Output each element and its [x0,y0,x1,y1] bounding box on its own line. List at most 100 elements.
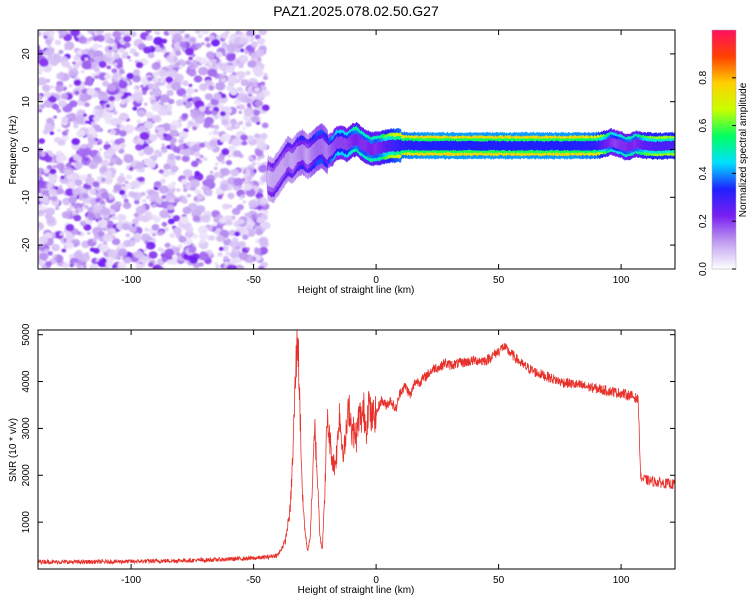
noise-blob [161,221,168,227]
noise-blob [231,71,237,76]
noise-blob [47,251,53,256]
noise-blob [101,207,110,216]
noise-blob [93,66,100,73]
noise-blob [52,254,57,258]
noise-blob [239,196,243,201]
noise-blob [73,262,79,267]
noise-blob [167,153,176,161]
noise-blob [257,37,266,45]
noise-blob [84,117,89,122]
noise-blob [98,243,109,253]
noise-blob [118,189,126,195]
noise-blob [117,175,126,183]
noise-blob [128,58,133,62]
colorbar-ticks: 0.0 0.2 0.4 0.6 0.8 [698,70,736,276]
noise-blob [78,148,89,158]
noise-blob [255,228,264,236]
noise-blob [140,191,146,197]
noise-blob [50,85,55,89]
noise-blob [185,60,191,65]
noise-blob [226,264,238,269]
noise-blob [98,44,103,48]
noise-blob [111,264,117,269]
noise-blob [45,207,56,216]
noise-blob [225,53,236,62]
noise-blob [91,62,96,66]
noise-blob [82,113,87,117]
noise-blob [254,149,264,157]
noise-blob [185,184,192,190]
noise-blob [102,111,113,121]
noise-blob [125,174,133,180]
noise-blob [238,120,244,125]
noise-blob [38,235,49,245]
noise-blob [245,168,251,174]
noise-blob [258,236,269,245]
ridge-band [672,140,675,150]
noise-blob [66,207,72,213]
noise-blob [118,47,126,54]
noise-blob [135,161,145,170]
noise-blob [179,41,187,48]
noise-blob [242,126,247,130]
noise-blob [80,70,85,74]
noise-blob [143,46,152,54]
noise-blob [55,150,63,157]
noise-blob [158,169,164,174]
noise-blob [228,140,233,145]
noise-blob [135,61,144,69]
noise-blob [143,248,148,252]
noise-blob [111,215,117,220]
noise-blob [39,58,49,67]
noise-blob [230,168,240,177]
noise-blob [145,112,154,119]
noise-blob [153,36,164,46]
noise-blob [261,122,269,129]
noise-blob [136,119,142,124]
noise-blob [118,80,128,89]
noise-blob [123,198,129,203]
noise-blob [256,157,261,161]
noise-blob [215,51,223,58]
noise-blob [61,85,66,89]
noise-blob [215,265,220,269]
noise-blob [48,173,58,182]
noise-blob [214,116,219,120]
noise-blob [161,38,168,44]
noise-blob [238,31,243,36]
noise-blob [174,73,184,82]
noise-blob [119,130,127,137]
noise-blob [118,69,125,75]
noise-blob [133,232,141,239]
noise-blob [194,170,200,176]
noise-blob [77,206,84,213]
noise-blob [120,100,126,105]
noise-blob [105,260,114,268]
x-tick-label: 50 [493,575,505,586]
noise-blob [261,214,268,220]
noise-blob [59,232,64,236]
noise-blob [147,161,157,169]
noise-blob [138,125,146,132]
noise-blob [189,36,196,43]
noise-blob [145,195,150,199]
noise-blob [215,34,222,40]
noise-blob [83,157,89,162]
noise-blob [92,43,99,49]
snr-y-label: SNR (10 * v/v) [8,418,19,482]
noise-blob [130,180,141,189]
noise-blob [217,194,223,200]
noise-blob [209,124,215,129]
noise-blob [219,137,226,143]
noise-blob [186,226,194,233]
noise-blob [238,110,243,114]
noise-blob [204,189,213,196]
noise-blob [164,242,171,248]
noise-blob [186,125,191,129]
spectrogram-x-ticks: -100 -50 0 50 100 [121,30,630,286]
noise-blob [38,226,41,233]
y-tick-label: 4000 [21,370,32,393]
noise-blob [250,115,260,123]
